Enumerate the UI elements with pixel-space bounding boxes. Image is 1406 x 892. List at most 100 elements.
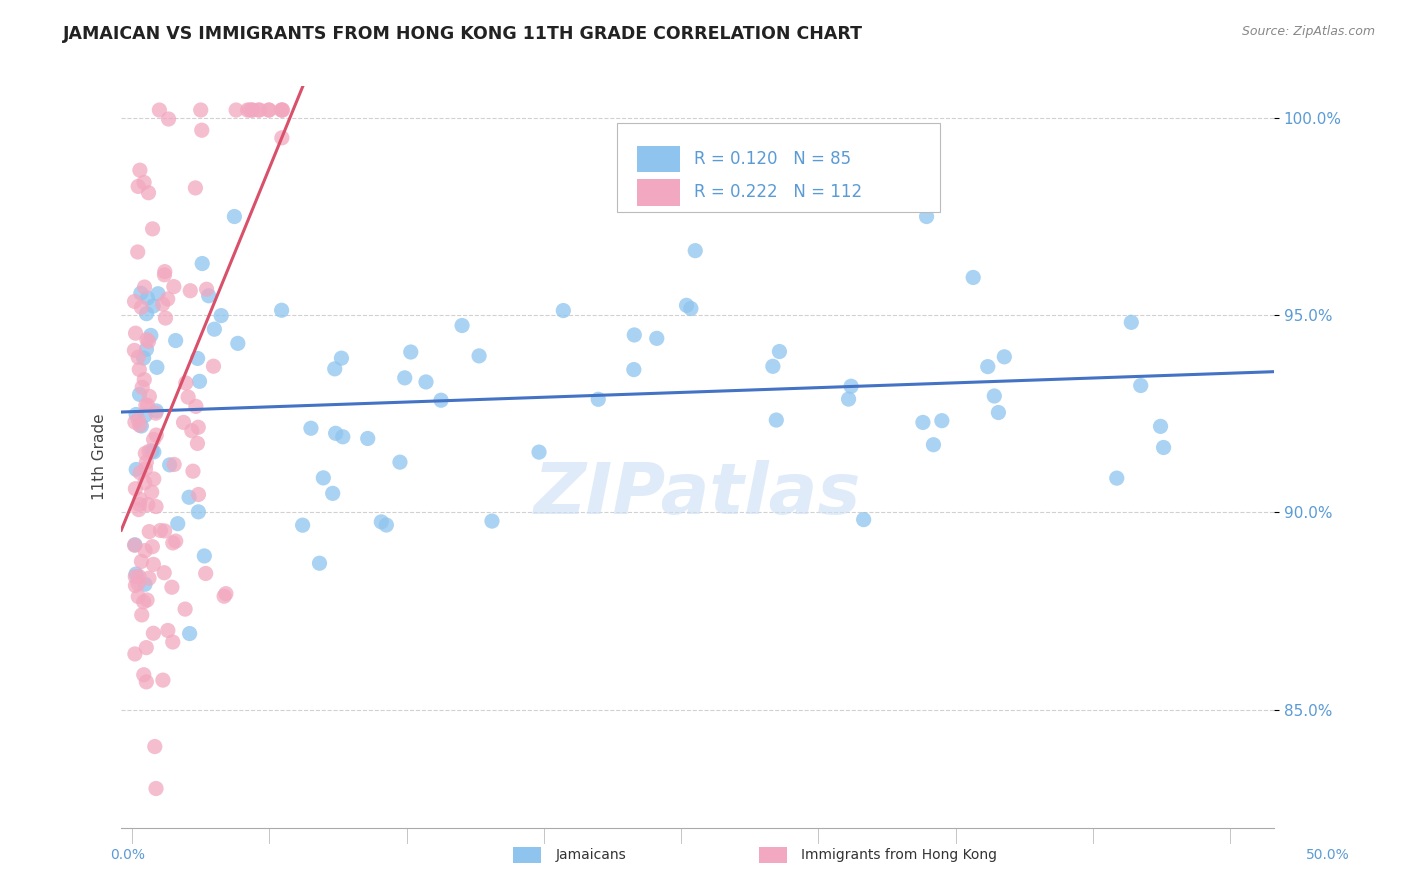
Point — [184, 400, 207, 414]
Point — [131, 380, 153, 394]
Point — [124, 294, 146, 309]
FancyBboxPatch shape — [617, 123, 939, 212]
Text: Jamaicans: Jamaicans — [555, 847, 626, 862]
Point — [188, 374, 211, 388]
Point — [127, 244, 149, 259]
Point — [152, 673, 174, 687]
Point — [138, 571, 160, 585]
Point — [165, 334, 187, 348]
Point — [194, 566, 217, 581]
Point — [135, 455, 157, 469]
Point — [138, 524, 160, 539]
Point — [145, 404, 167, 418]
Bar — [637, 179, 681, 206]
Point — [155, 311, 177, 326]
Point — [134, 462, 156, 476]
Point — [993, 350, 1015, 364]
Point — [174, 376, 197, 390]
Point — [765, 413, 787, 427]
Point — [142, 222, 165, 236]
Point — [131, 301, 153, 315]
Point — [430, 393, 453, 408]
Point — [134, 577, 156, 591]
Point — [162, 635, 184, 649]
Point — [128, 502, 150, 516]
Point — [132, 351, 155, 365]
Point — [134, 446, 156, 460]
Text: Source: ZipAtlas.com: Source: ZipAtlas.com — [1241, 25, 1375, 38]
Point — [138, 186, 160, 200]
Point — [128, 497, 150, 511]
Point — [124, 569, 146, 583]
Point — [271, 103, 294, 117]
Point — [527, 445, 550, 459]
Point — [134, 475, 156, 490]
Point — [132, 667, 155, 681]
Point — [224, 210, 246, 224]
Point — [209, 309, 232, 323]
Point — [129, 466, 152, 480]
Point — [145, 428, 167, 442]
Point — [134, 373, 156, 387]
Point — [141, 444, 163, 458]
Point — [124, 326, 146, 341]
Point — [852, 513, 875, 527]
Text: 50.0%: 50.0% — [1306, 847, 1350, 862]
Point — [136, 498, 159, 512]
Point — [135, 307, 157, 321]
Point — [299, 421, 322, 435]
Point — [127, 413, 149, 427]
Point — [675, 298, 697, 312]
Point — [323, 362, 346, 376]
Point — [177, 390, 200, 404]
Text: 0.0%: 0.0% — [110, 847, 145, 862]
Point — [481, 514, 503, 528]
Point — [135, 343, 157, 357]
Point — [124, 415, 146, 429]
Point — [388, 455, 411, 469]
Point — [180, 424, 202, 438]
Point — [156, 292, 179, 306]
Point — [128, 418, 150, 433]
Point — [915, 210, 938, 224]
Text: R = 0.120   N = 85: R = 0.120 N = 85 — [695, 150, 851, 168]
Point — [128, 569, 150, 583]
Point — [226, 336, 249, 351]
Point — [202, 359, 225, 374]
Point — [157, 112, 180, 126]
Point — [138, 389, 160, 403]
Point — [191, 256, 214, 270]
Point — [129, 163, 152, 178]
Point — [128, 362, 150, 376]
Point — [174, 602, 197, 616]
Point — [187, 420, 209, 434]
Point — [270, 103, 292, 117]
Text: Immigrants from Hong Kong: Immigrants from Hong Kong — [801, 847, 997, 862]
Point — [153, 524, 176, 538]
Point — [838, 392, 860, 406]
Point — [153, 264, 176, 278]
Point — [983, 389, 1005, 403]
Point — [138, 334, 160, 349]
Point — [1121, 315, 1143, 329]
Point — [142, 445, 165, 459]
Point — [181, 464, 204, 478]
Point — [179, 284, 201, 298]
Point — [332, 430, 354, 444]
Point — [236, 103, 259, 117]
Point — [156, 624, 179, 638]
Point — [911, 416, 934, 430]
Point — [141, 540, 163, 554]
Point — [179, 626, 201, 640]
Point — [187, 351, 209, 366]
Point — [142, 558, 165, 572]
Point — [451, 318, 474, 333]
Point — [136, 398, 159, 412]
Point — [202, 322, 225, 336]
Point — [623, 328, 645, 343]
Point — [193, 549, 215, 563]
Point — [131, 607, 153, 622]
Point — [271, 103, 294, 117]
Point — [124, 482, 146, 496]
Point — [190, 103, 212, 117]
